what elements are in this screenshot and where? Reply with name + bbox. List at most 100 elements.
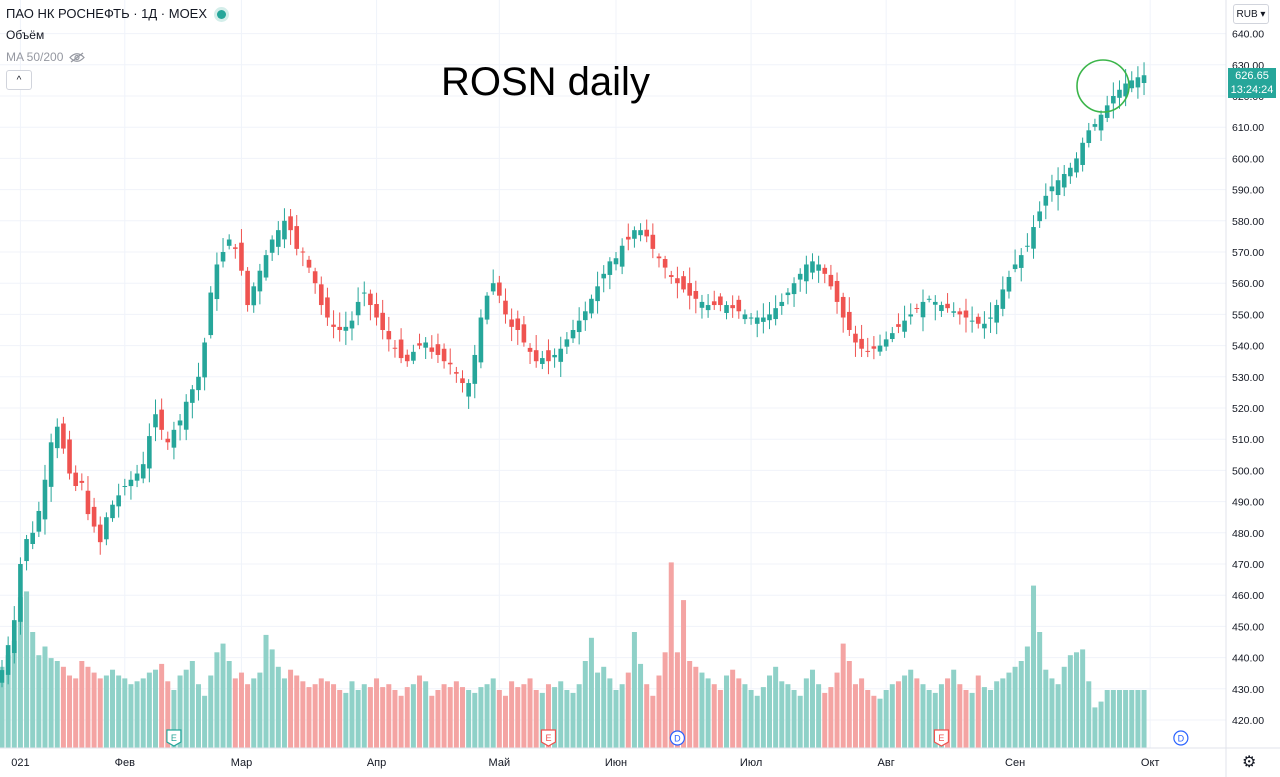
candle-body xyxy=(939,305,944,312)
currency-selector[interactable]: RUB ▾ xyxy=(1233,4,1269,24)
candle-body xyxy=(515,318,521,330)
volume-bar xyxy=(552,687,558,748)
volume-bar xyxy=(1012,666,1018,748)
volume-bar xyxy=(791,690,797,748)
candle-body xyxy=(908,314,914,317)
volume-bar xyxy=(803,678,809,748)
volume-bar xyxy=(226,661,232,748)
volume-bar xyxy=(1116,690,1122,748)
candle-body xyxy=(398,339,404,359)
volume-bar xyxy=(67,675,73,748)
volume-bar xyxy=(859,678,865,748)
candle-body xyxy=(742,314,748,320)
market-status-dot xyxy=(217,10,227,20)
volume-bar xyxy=(361,684,367,748)
volume-bar xyxy=(564,690,570,748)
candle-body xyxy=(1074,158,1079,173)
volume-bar xyxy=(895,681,901,748)
volume-bar xyxy=(30,632,36,748)
volume-bar xyxy=(165,681,171,748)
volume-bar xyxy=(588,637,594,748)
candle-body xyxy=(748,317,754,319)
volume-bar xyxy=(754,695,760,748)
volume-bar xyxy=(619,684,625,748)
candle-body xyxy=(693,290,699,299)
volume-bar xyxy=(779,681,785,748)
eye-icon[interactable] xyxy=(69,52,86,63)
volume-bar xyxy=(767,675,772,748)
volume-bar xyxy=(625,672,631,748)
candle-body xyxy=(570,330,576,339)
y-tick-label: 530.00 xyxy=(1232,372,1264,384)
candle-body xyxy=(828,274,834,287)
volume-bar xyxy=(140,678,146,748)
candle-body xyxy=(951,311,956,313)
volume-bar xyxy=(558,681,564,748)
candle-body xyxy=(325,297,330,318)
last-price-label: 626.65 13:24:24 xyxy=(1228,68,1276,98)
candle-body xyxy=(847,311,852,330)
candle-body xyxy=(1092,124,1098,127)
candle-body xyxy=(282,220,287,240)
candle-body xyxy=(233,247,238,249)
candle-body xyxy=(202,342,207,378)
volume-bar xyxy=(386,684,392,748)
candle-body xyxy=(140,464,146,479)
x-tick-label: Авг xyxy=(878,757,895,769)
volume-legend[interactable]: Объём xyxy=(6,28,44,42)
volume-bar xyxy=(852,684,858,748)
candle-body xyxy=(589,298,594,314)
candle-body xyxy=(159,409,164,430)
volume-bar xyxy=(681,600,687,748)
candle-body xyxy=(840,296,846,318)
y-tick-label: 520.00 xyxy=(1232,403,1264,415)
candle-body xyxy=(48,442,54,487)
volume-bar xyxy=(742,684,748,748)
earnings-marker xyxy=(933,729,950,747)
volume-bar xyxy=(1104,690,1110,748)
candle-body xyxy=(97,524,103,543)
y-tick-label: 550.00 xyxy=(1232,309,1264,321)
candle-body xyxy=(478,317,484,363)
symbol-header[interactable]: ПАО НК РОСНЕФТЬ · 1Д · MOEX xyxy=(6,6,227,21)
candle-body xyxy=(355,301,361,316)
volume-bar xyxy=(171,690,177,748)
candle-body xyxy=(699,301,705,308)
volume-bar xyxy=(724,675,730,748)
volume-bar xyxy=(945,678,951,748)
volume-bar xyxy=(509,681,515,748)
volume-bar xyxy=(963,690,969,748)
volume-bar xyxy=(306,687,312,748)
candle-body xyxy=(208,292,214,336)
collapse-legend-button[interactable]: ^ xyxy=(6,70,32,90)
candle-body xyxy=(754,317,760,324)
y-tick-label: 450.00 xyxy=(1232,621,1264,633)
volume-bar xyxy=(238,672,244,748)
candle-body xyxy=(650,234,656,249)
gear-icon[interactable]: ⚙ xyxy=(1242,754,1257,771)
volume-bar xyxy=(822,692,828,748)
candle-body xyxy=(435,344,441,355)
volume-bar xyxy=(441,684,447,748)
candle-body xyxy=(276,230,281,247)
candle-body xyxy=(42,479,48,520)
symbol-title[interactable]: ПАО НК РОСНЕФТЬ · 1Д · MOEX xyxy=(6,6,208,21)
candle-body xyxy=(804,264,809,282)
candle-body xyxy=(128,479,134,487)
candle-body xyxy=(1055,180,1061,196)
volume-bar xyxy=(453,681,459,748)
candle-body xyxy=(337,326,342,330)
candle-body xyxy=(460,378,465,384)
price-axis[interactable]: 420.00 430.00 440.00 450.00 460.00 470.00 480.… xyxy=(1232,29,1264,727)
time-axis[interactable]: 021 Фев Мар Апр Май Июн Июл Авг Сен Окт xyxy=(11,757,1159,769)
volume-bar xyxy=(202,695,208,748)
candle-body xyxy=(1129,80,1135,89)
ma-legend[interactable]: MA 50/200 xyxy=(6,50,86,64)
candle-body xyxy=(1061,174,1067,188)
volume-bar xyxy=(760,687,766,748)
x-tick-label: Фев xyxy=(115,757,135,769)
candle-body xyxy=(214,264,220,300)
event-label: E xyxy=(545,733,551,743)
